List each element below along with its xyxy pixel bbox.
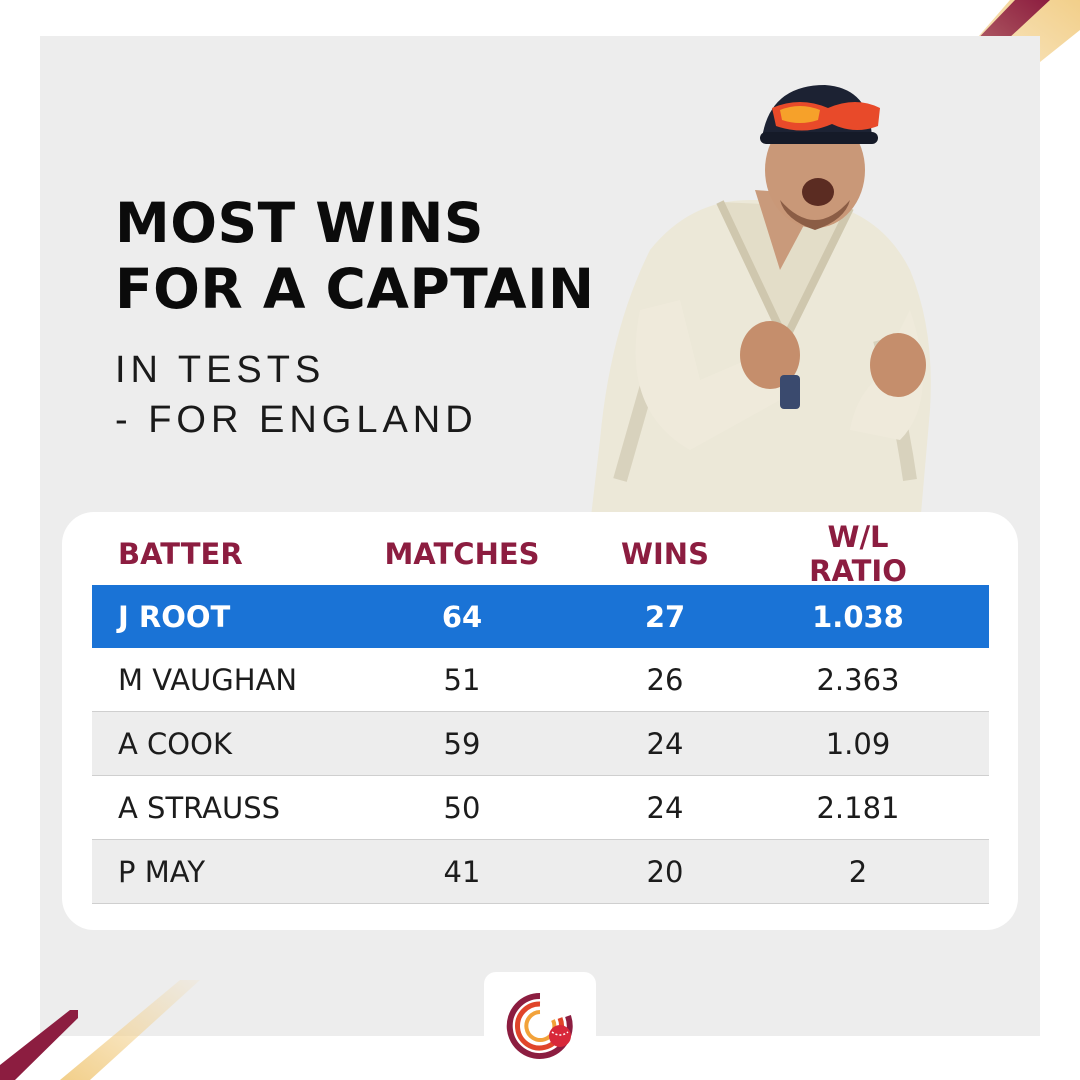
table-row: A STRAUSS 50 24 2.181	[92, 776, 989, 840]
cricket-ball-logo-icon	[506, 992, 573, 1059]
cell-wins: 24	[646, 790, 684, 825]
title-line-2: FOR A CAPTAIN	[115, 257, 595, 321]
cell-name: A COOK	[118, 726, 232, 761]
table-row: J ROOT 64 27 1.038	[92, 585, 989, 648]
cell-matches: 50	[443, 790, 481, 825]
title-line-1: MOST WINS	[115, 191, 485, 255]
table-header: BATTER MATCHES WINS W/L RATIO	[92, 519, 989, 588]
subtitle-line-1: IN TESTS	[115, 349, 326, 391]
header-ratio: W/L RATIO	[809, 519, 907, 588]
cell-ratio: 2	[848, 854, 868, 889]
header-wins: WINS	[621, 536, 709, 571]
cell-matches: 51	[443, 662, 481, 697]
bottom-left-stripes	[0, 980, 200, 1080]
cell-name: M VAUGHAN	[118, 662, 298, 697]
table-row: A COOK 59 24 1.09	[92, 712, 989, 776]
cell-matches: 64	[441, 599, 483, 634]
table-row: P MAY 41 20 2	[92, 840, 989, 904]
cell-wins: 27	[644, 599, 686, 634]
page-subtitle: IN TESTS - FOR ENGLAND	[115, 345, 478, 445]
cell-matches: 41	[443, 854, 481, 889]
cell-ratio: 2.181	[816, 790, 900, 825]
cell-ratio: 1.038	[812, 599, 904, 634]
cell-ratio: 2.363	[816, 662, 900, 697]
cell-matches: 59	[443, 726, 481, 761]
cell-name: P MAY	[118, 854, 206, 889]
brand-logo-container	[484, 972, 596, 1080]
captain-wins-table: BATTER MATCHES WINS W/L RATIO J ROOT 64 …	[92, 519, 989, 904]
cell-wins: 20	[646, 854, 684, 889]
subtitle-line-2: - FOR ENGLAND	[115, 399, 478, 441]
cell-wins: 24	[646, 726, 684, 761]
header-matches: MATCHES	[384, 536, 540, 571]
table-row: M VAUGHAN 51 26 2.363	[92, 648, 989, 712]
cell-name: A STRAUSS	[118, 790, 281, 825]
cell-wins: 26	[646, 662, 684, 697]
cell-name: J ROOT	[118, 599, 231, 634]
header-batter: BATTER	[118, 536, 243, 571]
cell-ratio: 1.09	[825, 726, 891, 761]
page-title: MOST WINS FOR A CAPTAIN	[115, 190, 595, 322]
player-photo	[590, 85, 931, 525]
